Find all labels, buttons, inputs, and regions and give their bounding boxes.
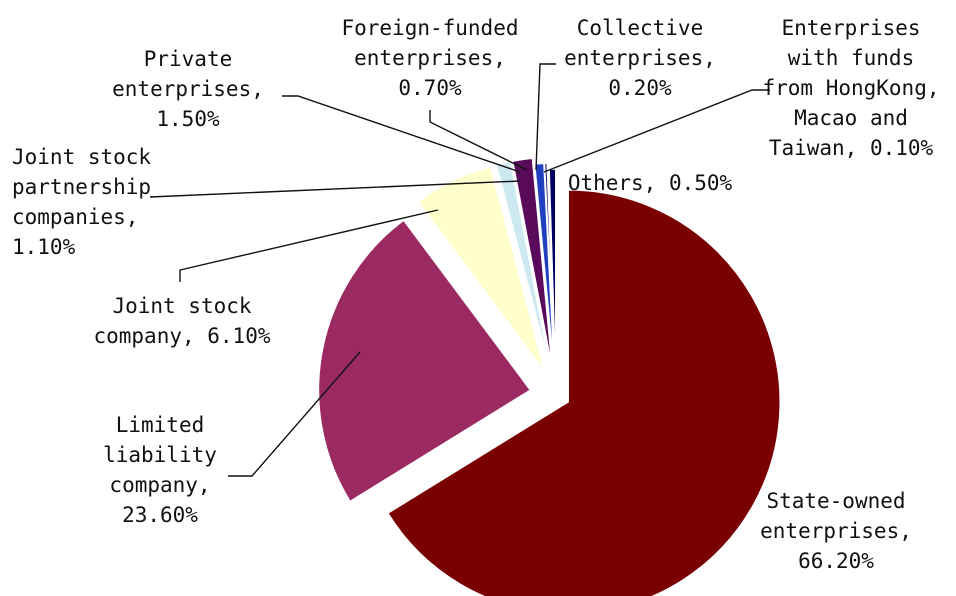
- slice-label-line: Private: [144, 47, 233, 71]
- pie-slices: [317, 157, 781, 596]
- slice-label-line: 1.50%: [156, 107, 220, 131]
- slice-label-line: 66.20%: [798, 549, 874, 573]
- slice-label-foreign-funded: Foreign-funded enterprises, 0.70%: [341, 16, 518, 100]
- slice-label-line: Joint stock: [112, 294, 251, 318]
- slice-label-line: partnership: [12, 175, 151, 199]
- slice-label-line: liability: [103, 443, 217, 467]
- slice-label-line: companies,: [12, 205, 138, 229]
- slice-label-line: with funds: [788, 46, 914, 70]
- slice-label-others: Others, 0.50%: [568, 171, 733, 195]
- slice-label-joint-stock-company: Joint stock company, 6.10%: [93, 294, 270, 348]
- leader-line-joint-stock-company: [179, 209, 439, 282]
- slice-label-line: Enterprises: [781, 16, 920, 40]
- pie-slice-state-owned: [386, 189, 781, 596]
- slice-label-line: Foreign-funded: [341, 16, 518, 40]
- slice-label-line: 0.70%: [398, 76, 462, 100]
- slice-labels: State-owned enterprises, 66.20% Limited liab…: [12, 16, 940, 573]
- slice-label-line: Collective: [577, 16, 703, 40]
- slice-label-line: 0.20%: [608, 76, 672, 100]
- slice-label-line: Taiwan, 0.10%: [769, 136, 934, 160]
- leader-line-hk-macao-taiwan: [543, 89, 770, 173]
- pie-slice-private: [511, 157, 554, 370]
- slice-label-line: 23.60%: [122, 503, 198, 527]
- slice-label-collective: Collective enterprises, 0.20%: [564, 16, 716, 100]
- slice-label-line: 1.10%: [12, 235, 76, 259]
- slice-label-line: from HongKong,: [762, 76, 939, 100]
- slice-label-hk-macao-taiwan: Enterprises with funds from HongKong, Macao…: [762, 16, 939, 160]
- slice-label-line: enterprises,: [564, 46, 716, 70]
- slice-label-line: enterprises,: [112, 77, 264, 101]
- slice-label-limited-liability: Limited liability company, 23.60%: [103, 413, 217, 527]
- leader-lines: [149, 63, 770, 477]
- slice-label-state-owned: State-owned enterprises, 66.20%: [760, 489, 912, 573]
- slice-label-line: Others, 0.50%: [568, 171, 733, 195]
- slice-label-line: enterprises,: [354, 46, 506, 70]
- slice-label-line: Joint stock: [12, 145, 151, 169]
- slice-label-line: Limited: [116, 413, 205, 437]
- leader-line-joint-stock-partnership: [149, 180, 521, 198]
- leader-line-collective: [535, 63, 556, 171]
- slice-label-joint-stock-partnership: Joint stock partnership companies, 1.10%: [12, 145, 151, 259]
- pie-slice-limited-liability: [317, 219, 532, 503]
- slice-label-line: State-owned: [766, 489, 905, 513]
- leader-line-limited-liability: [228, 351, 361, 477]
- slice-label-line: enterprises,: [760, 519, 912, 543]
- slice-label-line: Macao and: [794, 106, 908, 130]
- slice-label-private: Private enterprises, 1.50%: [112, 47, 264, 131]
- leader-line-private: [282, 95, 521, 173]
- pie-slice-joint-stock-company: [416, 165, 546, 373]
- slice-label-line: company, 6.10%: [93, 324, 270, 348]
- slice-label-line: company,: [109, 473, 210, 497]
- leader-line-foreign-funded: [429, 110, 528, 171]
